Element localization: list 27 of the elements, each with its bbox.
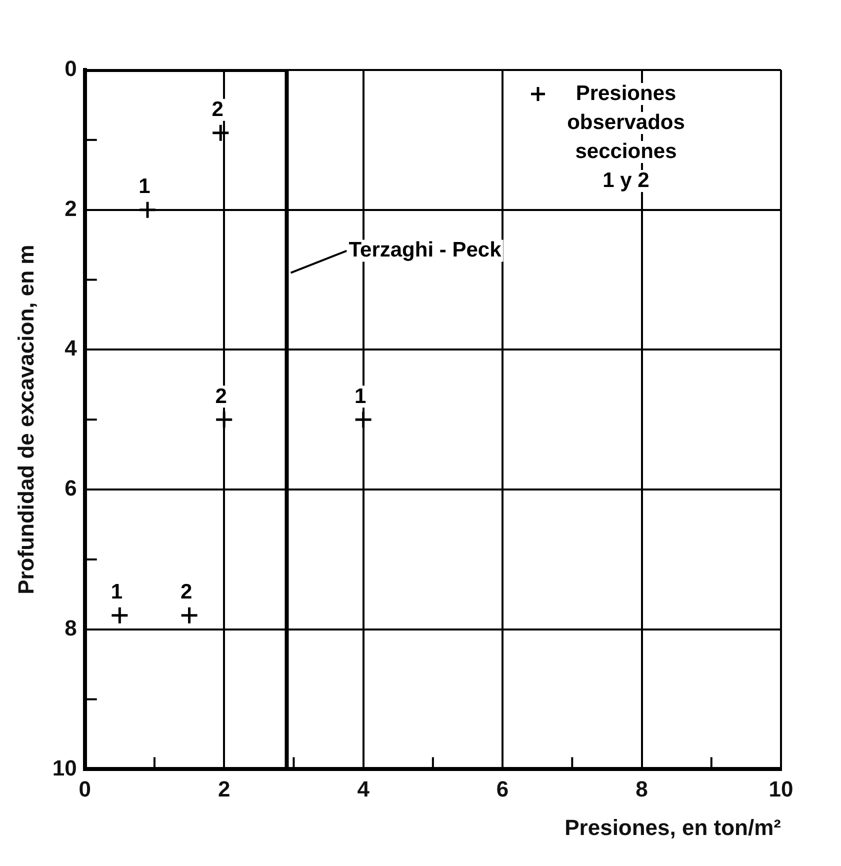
annotation: 2: [215, 384, 227, 408]
point: [138, 200, 157, 220]
legend-label: Terzaghi - Peck: [348, 238, 502, 262]
x-axis-title: Presiones, en ton/m²: [564, 814, 781, 840]
point: [354, 410, 373, 429]
legend-label: Presiones observados secciones 1 y 2: [567, 82, 685, 192]
point: [110, 606, 129, 625]
x-tick-label: 4: [357, 776, 370, 802]
y-axis-title: Profundidad de excavacion, en m: [13, 244, 38, 594]
y-tick-label: 2: [64, 196, 77, 221]
x-tick-label: 2: [218, 776, 230, 802]
annotation: 2: [180, 580, 192, 604]
y-tick-label: 4: [64, 336, 78, 361]
y-tick-label: 10: [52, 755, 77, 780]
y-tick-label: 0: [64, 56, 77, 82]
y-tick-label: 6: [64, 476, 77, 501]
point: [214, 410, 234, 429]
x-tick-label: 10: [768, 776, 794, 802]
annotation: 1: [138, 175, 151, 198]
annotation: 2: [212, 98, 224, 122]
point: [180, 606, 199, 625]
x-tick-label: 6: [496, 776, 509, 802]
x-tick-label: 8: [636, 776, 648, 802]
y-tick-label: 8: [64, 615, 77, 640]
annotation: 1: [110, 580, 123, 604]
annotation: 1: [354, 384, 366, 408]
point: [211, 124, 230, 142]
